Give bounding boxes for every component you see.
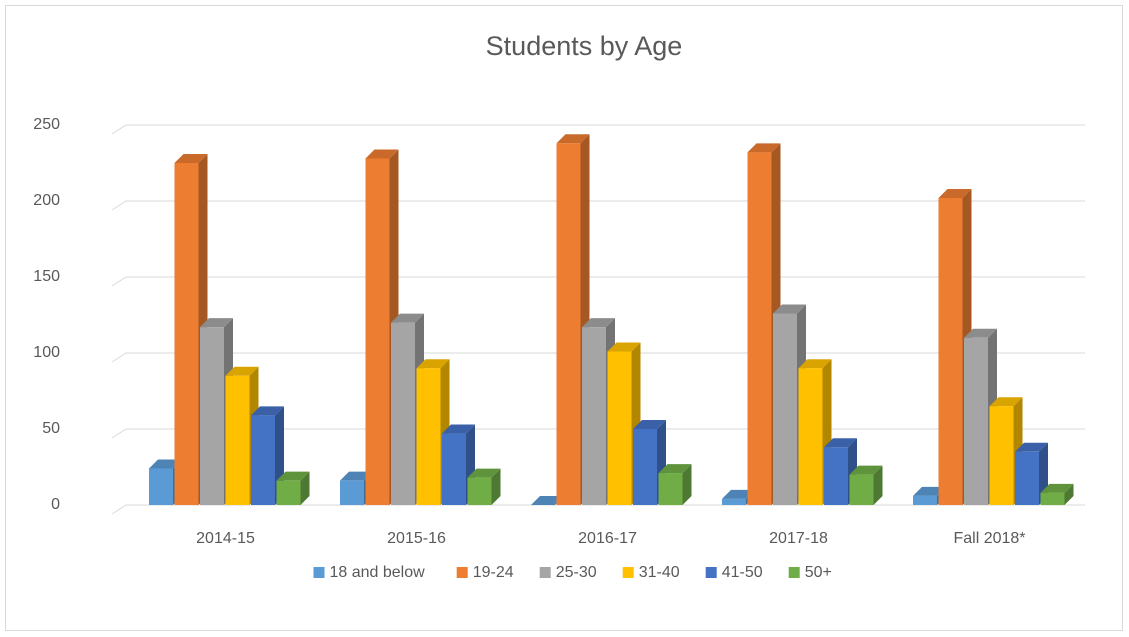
legend-swatch xyxy=(539,567,551,578)
bar-top xyxy=(225,366,259,376)
bar-front xyxy=(747,152,772,506)
bar-front xyxy=(1015,451,1039,505)
bar xyxy=(531,496,564,505)
bar-front xyxy=(989,406,1014,505)
legend-label: 25-30 xyxy=(556,564,597,581)
bar-front xyxy=(1040,492,1065,505)
bar xyxy=(849,465,883,505)
bar-top xyxy=(1015,442,1048,452)
bar-top xyxy=(607,342,641,352)
bar-top xyxy=(747,143,781,153)
bar-top xyxy=(416,359,450,369)
bar-front xyxy=(658,473,683,505)
bar-front xyxy=(467,477,492,505)
bar-front xyxy=(200,327,224,505)
bar xyxy=(1040,483,1074,505)
y-tick-label: 150 xyxy=(33,268,60,285)
x-tick-label: 2016-17 xyxy=(578,530,637,547)
x-tick-label: 2014-15 xyxy=(196,530,255,547)
legend-label: 19-24 xyxy=(473,564,514,581)
bar-top xyxy=(365,149,399,159)
bar-front xyxy=(365,158,390,505)
bar-top xyxy=(340,471,373,481)
y-tick-label: 50 xyxy=(42,420,60,437)
bar-front xyxy=(276,480,301,505)
y-tick-label: 200 xyxy=(33,192,60,209)
y-tick-label: 100 xyxy=(33,344,60,361)
bar-top xyxy=(442,424,475,434)
bar-front xyxy=(798,368,823,505)
bar-front xyxy=(964,337,988,505)
bar-front xyxy=(149,468,173,505)
legend-swatch xyxy=(788,567,800,578)
bar xyxy=(276,471,310,505)
legend-label: 41-50 xyxy=(722,564,763,581)
bar xyxy=(658,464,692,505)
legend-swatch xyxy=(705,567,717,578)
y-tick-label: 0 xyxy=(51,496,60,513)
bar-top xyxy=(964,328,997,338)
bar-front xyxy=(556,143,581,506)
x-tick-label: Fall 2018* xyxy=(953,530,1025,547)
bar-top xyxy=(276,471,310,481)
legend-swatch xyxy=(313,567,325,578)
legend-label: 50+ xyxy=(805,564,832,581)
bar-front xyxy=(633,429,657,505)
bar xyxy=(938,188,972,505)
bar-top xyxy=(174,154,208,163)
bar xyxy=(467,468,501,505)
bar-side xyxy=(873,465,883,505)
bar-front xyxy=(582,327,606,505)
bar-front xyxy=(913,495,937,505)
bar-top xyxy=(582,318,615,328)
bar-front xyxy=(391,322,415,505)
bar-side xyxy=(300,471,310,505)
legend-swatch xyxy=(456,567,468,578)
bar-top xyxy=(1040,483,1074,493)
bar-front xyxy=(607,351,632,505)
bar-front xyxy=(416,368,441,505)
bar-side xyxy=(491,468,501,505)
bar-top xyxy=(556,134,590,144)
bar-side xyxy=(1064,483,1074,505)
bar-front xyxy=(174,163,199,505)
bar-front xyxy=(251,415,275,505)
bar-top xyxy=(798,359,832,369)
bar-top xyxy=(913,486,946,496)
bar-top xyxy=(938,188,972,198)
grid-line xyxy=(111,124,1085,135)
bar-front xyxy=(225,375,250,505)
chart-title: Students by Age xyxy=(486,31,683,61)
bar-top xyxy=(467,468,501,478)
bar-top xyxy=(200,318,233,328)
bar-side xyxy=(682,464,692,505)
bar-front xyxy=(773,313,797,505)
bar xyxy=(798,359,832,505)
bar-front xyxy=(849,474,874,505)
bar-front xyxy=(824,447,848,505)
bar-top xyxy=(722,489,755,499)
bar-top xyxy=(824,438,857,448)
bar-top xyxy=(773,304,806,314)
bar-front xyxy=(722,498,746,505)
bar-front xyxy=(340,480,364,505)
y-tick-label: 250 xyxy=(33,116,60,133)
x-tick-label: 2015-16 xyxy=(387,530,446,547)
bar-front xyxy=(442,433,466,505)
bar-top xyxy=(531,496,564,505)
bar-top xyxy=(391,313,424,323)
bar-top xyxy=(251,406,284,416)
bar-top xyxy=(989,397,1023,407)
bar-top xyxy=(149,459,182,469)
bar-top xyxy=(633,420,666,429)
bar-top xyxy=(658,464,692,474)
legend-swatch xyxy=(622,567,634,578)
legend-label: 31-40 xyxy=(639,564,680,581)
legend-label: 18 and below xyxy=(330,564,426,581)
bar-top xyxy=(849,465,883,475)
bar-front xyxy=(938,197,963,505)
x-tick-label: 2017-18 xyxy=(769,530,828,547)
